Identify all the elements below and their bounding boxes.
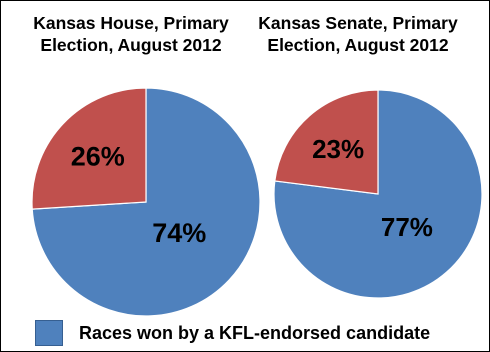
house-chart-title: Kansas House, Primary Election, August 2…: [16, 12, 246, 56]
house-title-line-1: Kansas House, Primary: [33, 13, 229, 33]
house-slice-label-0: 74%: [152, 218, 206, 248]
house-title-line-2: Election, August 2012: [40, 35, 222, 55]
senate-title-line-2: Election, August 2012: [267, 35, 449, 55]
senate-slice-label-0: 77%: [381, 212, 433, 242]
legend: Races won by a KFL-endorsed candidate: [35, 318, 475, 348]
senate-pie-chart: 77% 23%: [273, 89, 483, 299]
legend-swatch-blue: [35, 320, 63, 346]
house-slice-label-1: 26%: [71, 142, 125, 172]
legend-label: Races won by a KFL-endorsed candidate: [79, 323, 431, 343]
house-pie-chart: 74% 26%: [31, 87, 261, 317]
senate-chart-title: Kansas Senate, Primary Election, August …: [243, 12, 473, 56]
senate-title-line-1: Kansas Senate, Primary: [258, 13, 458, 33]
senate-slice-1: [274, 89, 379, 195]
house-slice-1: [31, 87, 147, 210]
senate-slice-label-1: 23%: [312, 134, 364, 164]
